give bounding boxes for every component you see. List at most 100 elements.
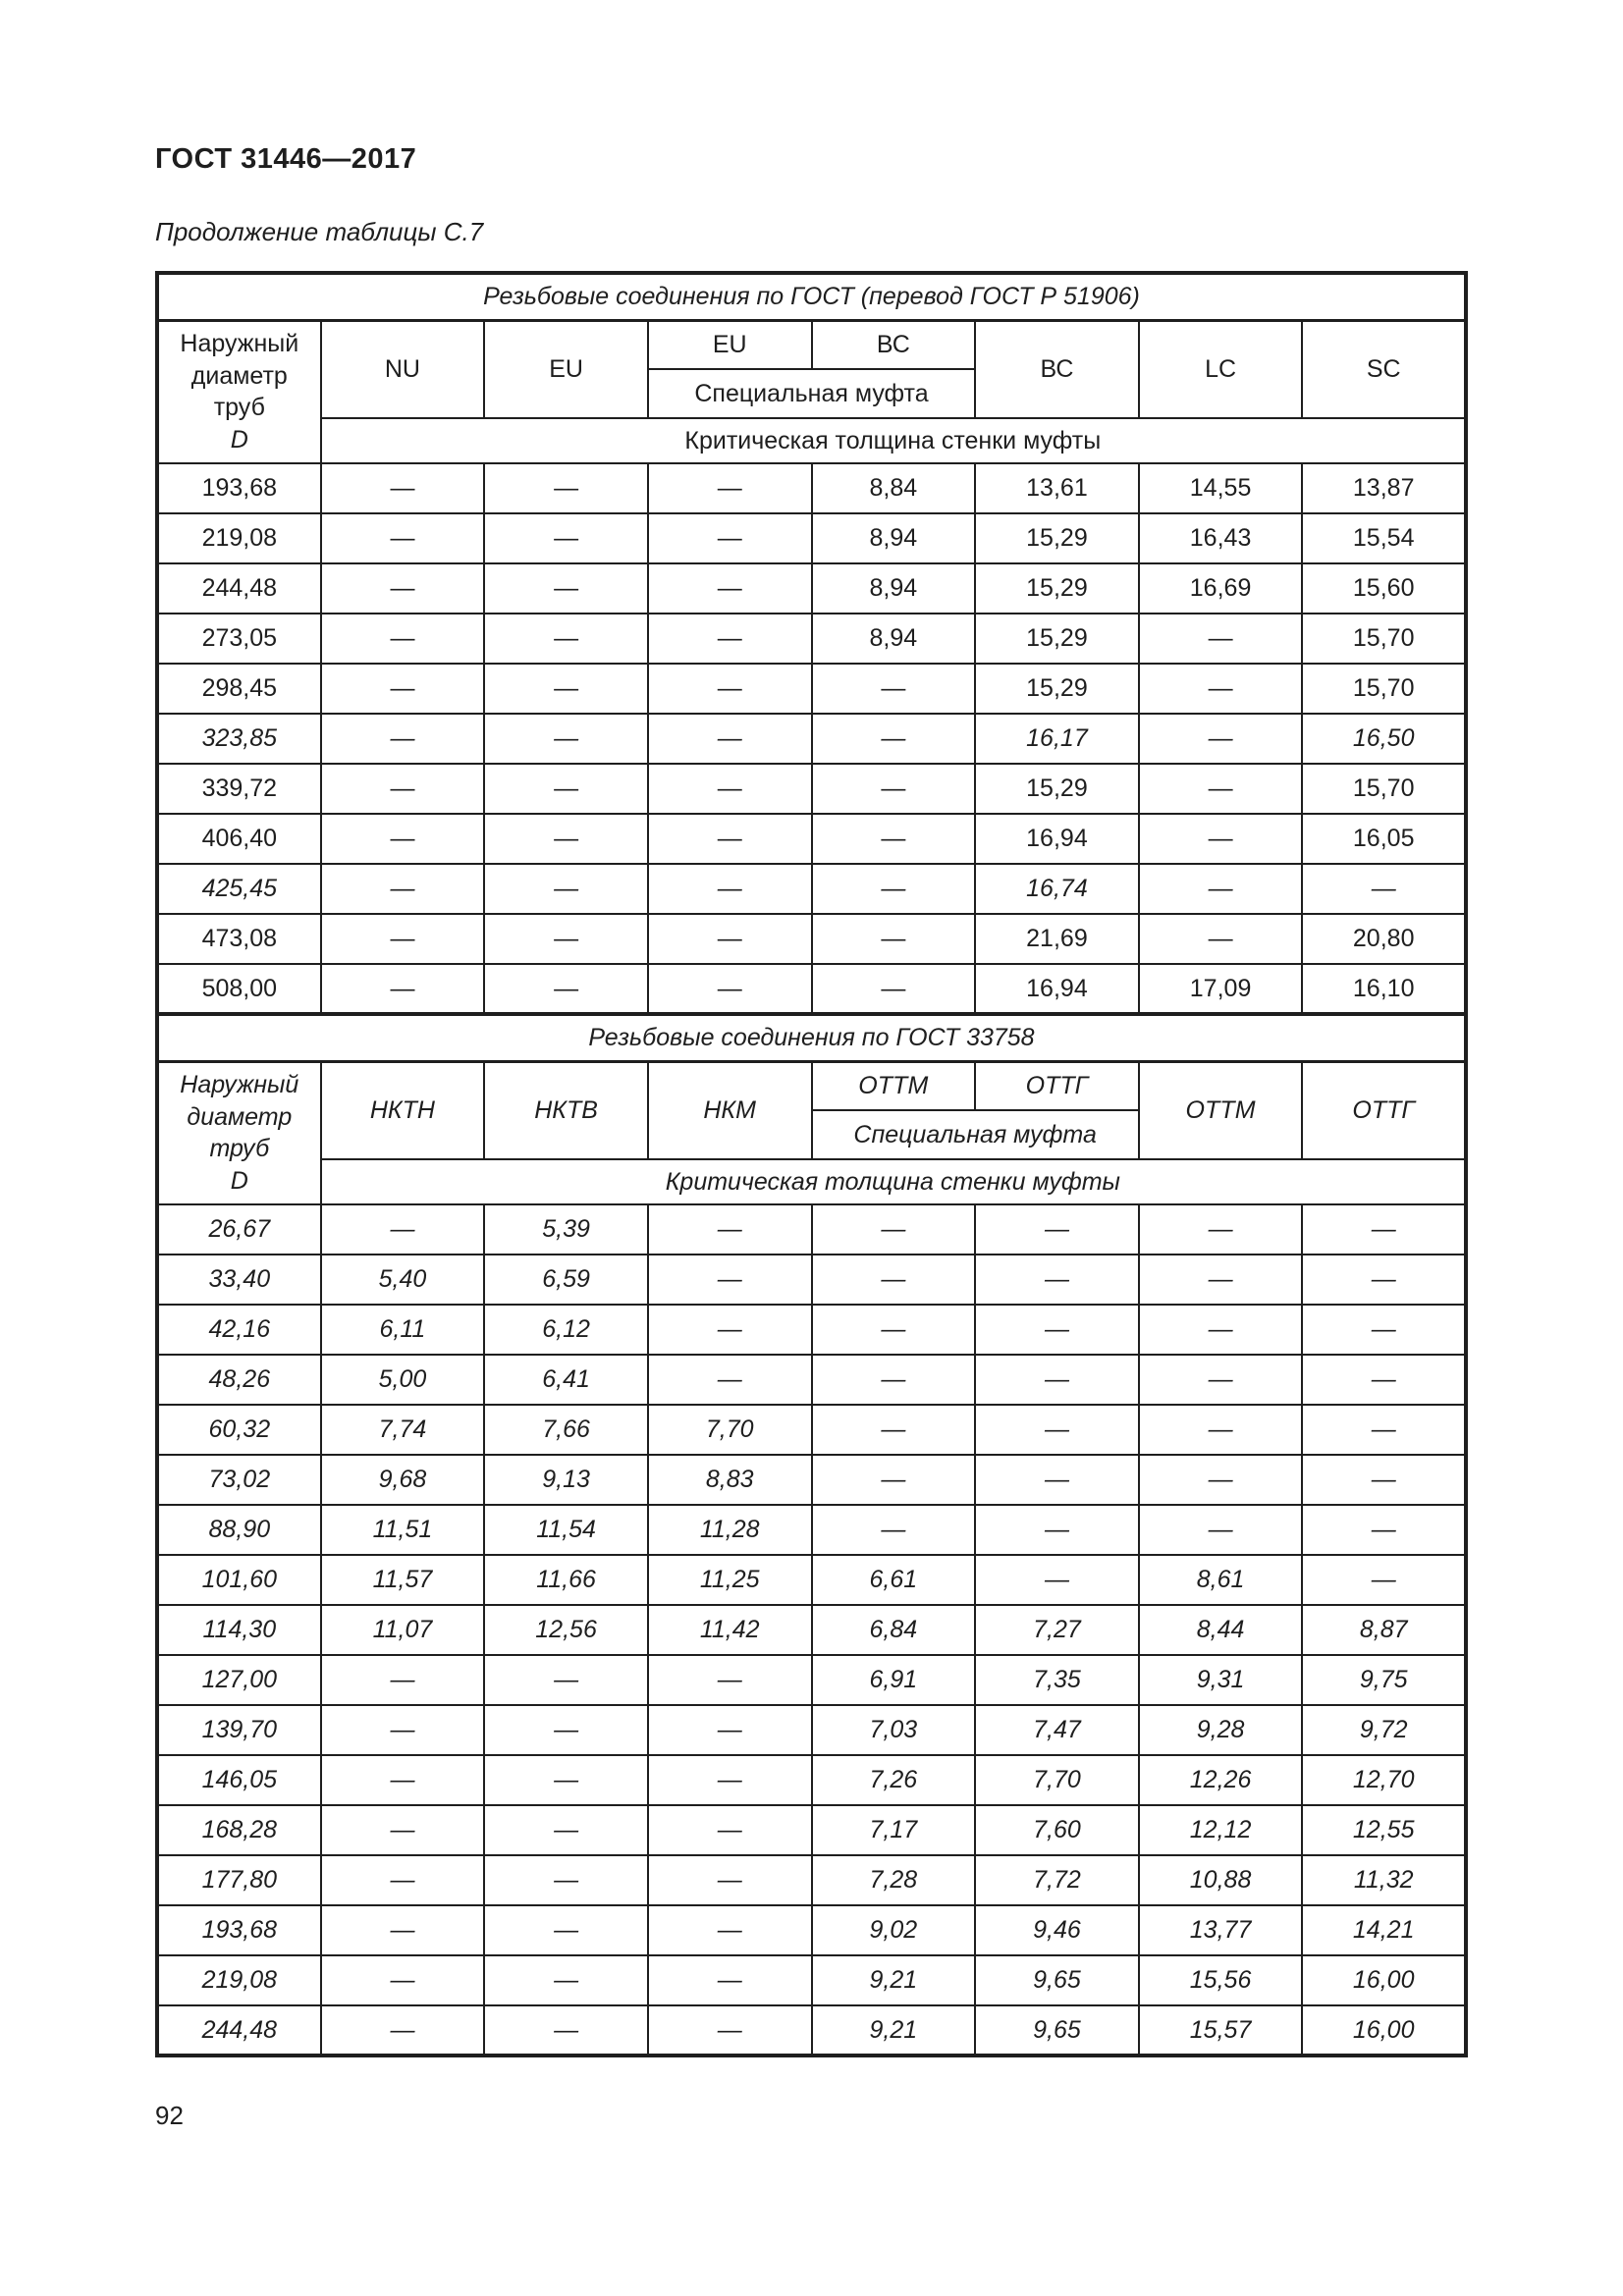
section2-title-row: Резьбовые соединения по ГОСТ 33758	[156, 1012, 1467, 1063]
value-cell: —	[1137, 913, 1304, 965]
special-coupling-label: Специальная муфта	[810, 1109, 1140, 1160]
header-nktv: НКТВ	[483, 1060, 649, 1160]
value-cell: —	[483, 1654, 649, 1706]
value-cell: —	[1301, 1354, 1467, 1406]
value-cell: —	[810, 863, 977, 915]
value-cell: —	[1137, 763, 1304, 815]
diameter-cell: 48,26	[156, 1354, 322, 1406]
value-cell: —	[319, 813, 486, 865]
value-cell: 6,84	[810, 1604, 977, 1656]
value-cell: —	[1137, 863, 1304, 915]
value-cell: —	[483, 1954, 649, 2006]
header-bc-special: ВС	[810, 319, 977, 370]
value-cell: —	[810, 1354, 977, 1406]
value-cell: —	[483, 663, 649, 715]
value-cell: —	[319, 713, 486, 765]
table-row: 193,68— — —8,84 13,61 14,55 13,87	[156, 462, 1467, 514]
section1-header-row1: Наружный диаметр труб D NU EU EU ВС ВС L…	[156, 319, 1467, 464]
diameter-cell: 219,08	[156, 1954, 322, 2006]
value-cell: —	[319, 562, 486, 614]
value-cell: 8,94	[810, 512, 977, 564]
header-eu-special: EU	[646, 319, 813, 370]
value-cell: —	[319, 1654, 486, 1706]
value-cell: 9,65	[974, 2004, 1140, 2056]
value-cell: 8,94	[810, 562, 977, 614]
diameter-header-cell: Наружный диаметр труб D	[156, 319, 322, 464]
page-number: 92	[155, 2101, 184, 2130]
value-cell: —	[319, 613, 486, 665]
value-cell: 8,84	[810, 462, 977, 514]
value-cell: 13,61	[974, 462, 1140, 514]
value-cell: 7,74	[319, 1404, 486, 1456]
diameter-cell: 33,40	[156, 1254, 322, 1306]
value-cell: —	[646, 462, 813, 514]
diameter-cell: 101,60	[156, 1554, 322, 1606]
table-row: 168,28— — —7,17 7,60 12,12 12,55	[156, 1804, 1467, 1856]
value-cell: —	[319, 1904, 486, 1956]
value-cell: —	[646, 663, 813, 715]
table-row: 127,00— — —6,91 7,35 9,31 9,75	[156, 1654, 1467, 1706]
value-cell: —	[810, 763, 977, 815]
value-cell: 9,02	[810, 1904, 977, 1956]
value-cell: —	[1301, 1504, 1467, 1556]
value-cell: 6,41	[483, 1354, 649, 1406]
header-nkm: НКМ	[646, 1060, 813, 1160]
value-cell: 5,00	[319, 1354, 486, 1406]
value-cell: —	[319, 863, 486, 915]
value-cell: —	[974, 1304, 1140, 1356]
value-cell: 15,29	[974, 562, 1140, 614]
value-cell: 21,69	[974, 913, 1140, 965]
value-cell: —	[974, 1203, 1140, 1255]
value-cell: —	[646, 913, 813, 965]
value-cell: 11,25	[646, 1554, 813, 1606]
value-cell: 9,28	[1137, 1704, 1304, 1756]
value-cell: —	[1137, 1354, 1304, 1406]
value-cell: —	[319, 963, 486, 1015]
value-cell: —	[319, 1704, 486, 1756]
value-cell: —	[810, 1404, 977, 1456]
value-cell: —	[646, 863, 813, 915]
value-cell: —	[483, 763, 649, 815]
value-cell: 9,31	[1137, 1654, 1304, 1706]
value-cell: —	[810, 813, 977, 865]
value-cell: 7,66	[483, 1404, 649, 1456]
value-cell: —	[1301, 1254, 1467, 1306]
table-row: 146,05— — —7,26 7,70 12,26 12,70	[156, 1754, 1467, 1806]
header-ottg-special: ОТТГ	[974, 1060, 1140, 1111]
value-cell: —	[319, 763, 486, 815]
value-cell: —	[319, 913, 486, 965]
value-cell: —	[974, 1254, 1140, 1306]
table-row: 406,40— — — —16,94—16,05	[156, 813, 1467, 865]
value-cell: —	[646, 1804, 813, 1856]
value-cell: 7,72	[974, 1854, 1140, 1906]
table-row: 298,45— — — —15,29—15,70	[156, 663, 1467, 715]
value-cell: 15,70	[1301, 613, 1467, 665]
diameter-cell: 219,08	[156, 512, 322, 564]
value-cell: —	[646, 1354, 813, 1406]
table-row: 48,26 5,00 6,41— — — — —	[156, 1354, 1467, 1406]
table-row: 273,05— — —8,94 15,29—15,70	[156, 613, 1467, 665]
value-cell: —	[646, 1203, 813, 1255]
table-row: 244,48— — —9,21 9,65 15,57 16,00	[156, 2004, 1467, 2056]
value-cell: —	[810, 1304, 977, 1356]
value-cell: —	[483, 462, 649, 514]
value-cell: 14,21	[1301, 1904, 1467, 1956]
value-cell: 8,87	[1301, 1604, 1467, 1656]
header-nktn: НКТН	[319, 1060, 486, 1160]
value-cell: —	[483, 512, 649, 564]
diameter-cell: 60,32	[156, 1404, 322, 1456]
value-cell: 16,94	[974, 813, 1140, 865]
value-cell: 6,11	[319, 1304, 486, 1356]
diameter-symbol: D	[230, 425, 248, 454]
document-page: ГОСТ 31446—2017 Продолжение таблицы С.7 …	[155, 143, 1468, 2130]
value-cell: —	[646, 1254, 813, 1306]
value-cell: 20,80	[1301, 913, 1467, 965]
table-row: 339,72— — — —15,29—15,70	[156, 763, 1467, 815]
table-row: 473,08— — — —21,69—20,80	[156, 913, 1467, 965]
section1-title-row: Резьбовые соединения по ГОСТ (перевод ГО…	[156, 271, 1467, 322]
value-cell: —	[646, 763, 813, 815]
section1-title: Резьбовые соединения по ГОСТ (перевод ГО…	[156, 271, 1467, 322]
diameter-cell: 73,02	[156, 1454, 322, 1506]
value-cell: —	[646, 613, 813, 665]
header-ottm-special: ОТТМ	[810, 1060, 977, 1111]
